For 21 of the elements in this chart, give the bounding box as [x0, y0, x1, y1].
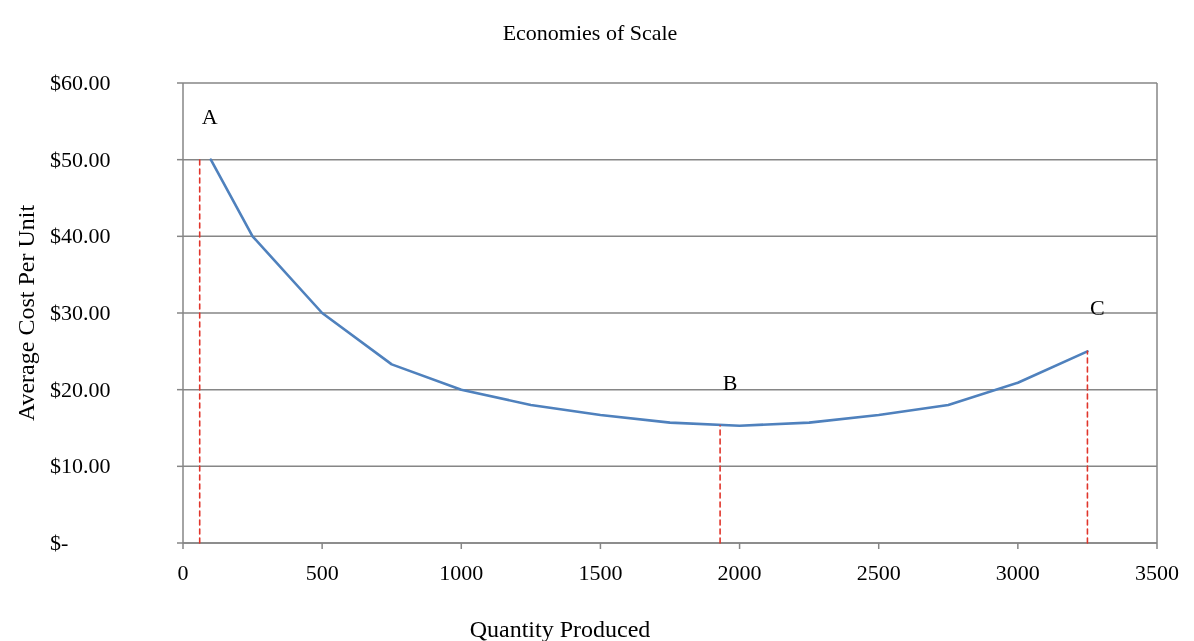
x-tick-label: 2500 [856, 560, 901, 585]
y-axis-title: Average Cost Per Unit [13, 204, 39, 422]
annotation: C [1090, 295, 1105, 321]
x-tick-label: 1000 [439, 560, 484, 585]
x-tick-label: 500 [305, 560, 339, 585]
x-tick-label: 1500 [578, 560, 623, 585]
x-tick-label: 3500 [1135, 560, 1179, 585]
x-tick-label: 2000 [717, 560, 762, 585]
y-tick-label: $- [50, 530, 69, 555]
y-tick-label: $60.00 [50, 70, 111, 95]
y-tick-label: $50.00 [50, 146, 111, 172]
y-tick-label: $40.00 [50, 223, 111, 249]
annotation: A [201, 103, 218, 129]
y-tick-label: $10.00 [50, 453, 111, 479]
line-series [209, 158, 1089, 427]
annotation: B [722, 369, 738, 395]
chart-title: Economies of Scale [502, 20, 678, 45]
x-tick-label: 3000 [995, 560, 1040, 585]
y-tick-label: $30.00 [50, 300, 111, 325]
y-tick-label: $20.00 [50, 376, 111, 402]
x-tick-label: 0 [177, 560, 189, 585]
